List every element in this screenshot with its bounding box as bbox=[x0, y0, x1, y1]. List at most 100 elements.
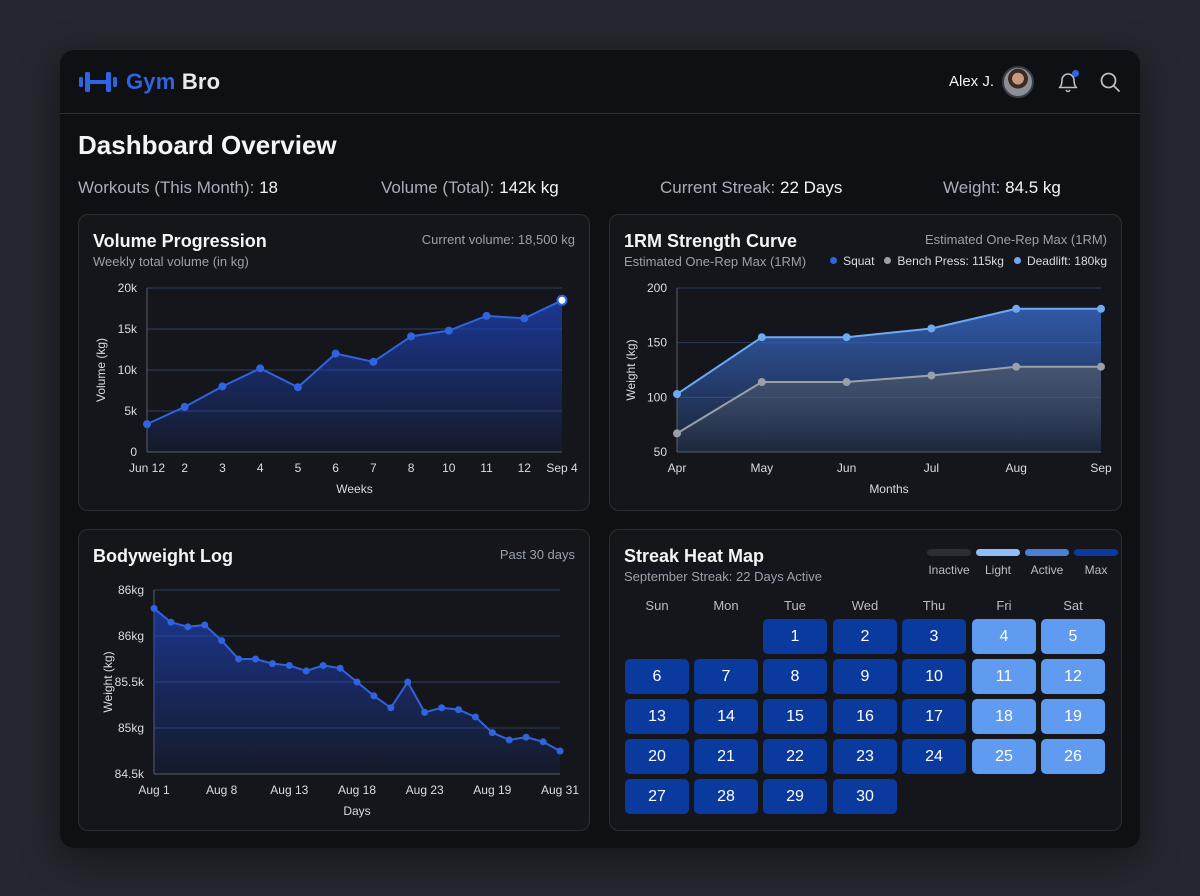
calendar-day[interactable]: 8 bbox=[763, 659, 827, 694]
calendar-day[interactable]: 21 bbox=[694, 739, 758, 774]
calendar-day[interactable]: 22 bbox=[763, 739, 827, 774]
series-line-bench bbox=[676, 365, 1101, 435]
calendar-day[interactable]: 14 bbox=[694, 699, 758, 734]
data-point-bodyweight bbox=[505, 736, 513, 744]
data-point-volume bbox=[180, 402, 189, 411]
data-point-bodyweight bbox=[387, 704, 395, 712]
x-tick-label: Aug 23 bbox=[406, 783, 444, 797]
legend-deadlift[interactable]: Deadlift: 180kg bbox=[1013, 254, 1107, 268]
calendar-day[interactable]: 3 bbox=[902, 619, 966, 654]
user-name[interactable]: Alex J. bbox=[948, 73, 994, 90]
calendar-day[interactable]: 29 bbox=[763, 779, 827, 814]
series-line-volume bbox=[146, 299, 563, 426]
data-point-bodyweight bbox=[370, 692, 378, 700]
strength-legend: Squat Bench Press: 115kg Deadlift: 180kg bbox=[830, 254, 1107, 268]
calendar-day[interactable]: 28 bbox=[694, 779, 758, 814]
legend-squat[interactable]: Squat bbox=[830, 254, 874, 268]
calendar-day[interactable]: 18 bbox=[972, 699, 1036, 734]
calendar-day[interactable]: 19 bbox=[1041, 699, 1105, 734]
stat-weight: Weight: 84.5 kg bbox=[943, 178, 1061, 198]
data-point-deadlift bbox=[673, 390, 681, 399]
x-tick-label: 6 bbox=[332, 461, 339, 475]
calendar-day[interactable]: 7 bbox=[694, 659, 758, 694]
y-tick-label: 84.5k bbox=[115, 767, 145, 781]
app-window: Gym Bro Alex J. Dashboard Overview Worko… bbox=[60, 50, 1140, 848]
data-point-bodyweight bbox=[455, 706, 462, 714]
weekday-label: Mon bbox=[713, 598, 739, 613]
y-tick-label: 15k bbox=[118, 322, 138, 336]
x-tick-label: Apr bbox=[668, 461, 687, 475]
calendar-day[interactable]: 20 bbox=[625, 739, 689, 774]
data-point-volume bbox=[444, 326, 453, 335]
weekday-label: Wed bbox=[851, 598, 879, 613]
stat-workouts: Workouts (This Month): 18 bbox=[78, 178, 278, 198]
heat-legend: Inactive Light Active Max bbox=[927, 549, 1118, 581]
x-axis-title: Days bbox=[343, 804, 370, 818]
data-point-bodyweight bbox=[150, 604, 158, 612]
calendar-day[interactable]: 1 bbox=[763, 619, 827, 654]
x-tick-label: Sep 4 bbox=[546, 461, 578, 475]
data-point-volume bbox=[218, 382, 227, 391]
bell-icon bbox=[1058, 72, 1078, 92]
calendar-day[interactable]: 25 bbox=[972, 739, 1036, 774]
calendar-day[interactable]: 15 bbox=[763, 699, 827, 734]
logo-name-bro: Bro bbox=[181, 68, 221, 94]
calendar-day[interactable]: 9 bbox=[833, 659, 897, 694]
volume-card: Volume Progression Weekly total volume (… bbox=[78, 214, 590, 511]
calendar-day[interactable]: 27 bbox=[625, 779, 689, 814]
y-tick-label: 20k bbox=[118, 281, 138, 295]
area-fill-volume bbox=[147, 300, 562, 452]
bodyweight-range: Past 30 days bbox=[499, 547, 575, 562]
data-point-bench bbox=[1097, 362, 1105, 371]
x-tick-label: Jun bbox=[837, 461, 856, 475]
logo[interactable]: Gym Bro bbox=[78, 69, 220, 95]
avatar[interactable] bbox=[1002, 65, 1034, 98]
calendar-day[interactable]: 30 bbox=[833, 779, 897, 814]
weekday-label: Thu bbox=[922, 598, 946, 613]
search-button[interactable] bbox=[1098, 70, 1122, 94]
data-point-deadlift bbox=[927, 324, 936, 333]
x-tick-label: 2 bbox=[181, 461, 188, 475]
calendar-day[interactable]: 6 bbox=[625, 659, 689, 694]
data-point-bodyweight bbox=[438, 704, 446, 712]
calendar-day[interactable]: 10 bbox=[902, 659, 966, 694]
calendar-day[interactable]: 24 bbox=[902, 739, 966, 774]
streak-card-subtitle: September Streak: 22 Days Active bbox=[624, 569, 822, 584]
stat-label: Workouts (This Month): bbox=[78, 178, 260, 197]
calendar-day[interactable]: 11 bbox=[972, 659, 1036, 694]
data-point-bodyweight bbox=[556, 747, 564, 755]
search-icon bbox=[1100, 72, 1120, 92]
calendar-day[interactable]: 17 bbox=[902, 699, 966, 734]
calendar-day[interactable]: 13 bbox=[625, 699, 689, 734]
calendar-day[interactable]: 2 bbox=[833, 619, 897, 654]
weekday-label: Sat bbox=[1063, 598, 1083, 613]
legend-bench[interactable]: Bench Press: 115kg bbox=[884, 254, 1004, 268]
y-tick-label: 10k bbox=[118, 363, 138, 377]
data-point-volume bbox=[143, 420, 151, 429]
calendar-day[interactable]: 26 bbox=[1041, 739, 1105, 774]
x-tick-label: Aug 1 bbox=[138, 783, 170, 797]
calendar-day[interactable]: 16 bbox=[833, 699, 897, 734]
notifications-button[interactable] bbox=[1056, 69, 1080, 94]
x-tick-label: 4 bbox=[257, 461, 264, 475]
y-tick-label: 100 bbox=[647, 390, 667, 404]
data-point-bodyweight bbox=[167, 618, 175, 626]
data-point-bodyweight bbox=[319, 661, 327, 669]
calendar-day[interactable]: 5 bbox=[1041, 619, 1105, 654]
x-tick-label: Aug bbox=[1006, 461, 1027, 475]
x-axis-title: Months bbox=[869, 482, 908, 496]
calendar-day[interactable]: 4 bbox=[972, 619, 1036, 654]
strength-card: 1RM Strength Curve Estimated One-Rep Max… bbox=[609, 214, 1122, 511]
data-point-volume bbox=[256, 364, 265, 373]
volume-chart: 0 5k 10k 15k 20k Jun 12 2 3 4 5 6 7 8 10 11 12 Sep 4 Week… bbox=[94, 281, 578, 496]
notification-dot bbox=[1072, 69, 1079, 77]
calendar-day[interactable]: 12 bbox=[1041, 659, 1105, 694]
data-point-bodyweight bbox=[268, 660, 276, 668]
x-tick-label: May bbox=[750, 461, 773, 475]
data-point-volume bbox=[331, 349, 340, 358]
y-tick-label: 150 bbox=[647, 336, 667, 350]
stat-value: 18 bbox=[259, 178, 278, 197]
calendar-day[interactable]: 23 bbox=[833, 739, 897, 774]
legend-max-label: Max bbox=[1084, 563, 1108, 577]
data-point-bodyweight bbox=[336, 664, 344, 672]
